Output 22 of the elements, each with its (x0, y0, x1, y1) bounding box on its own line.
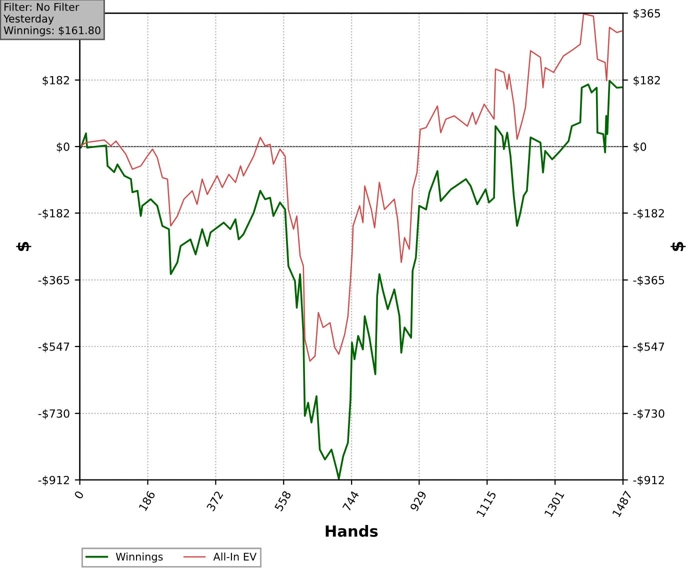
x-axis-title: Hands (326, 525, 378, 537)
y2-tick-label: -$182 (633, 208, 664, 219)
legend-label: All-In EV (213, 552, 257, 560)
y-tick-label: $0 (56, 142, 70, 152)
y2-tick-label: $182 (634, 76, 660, 86)
y-tick-label: -$912 (38, 476, 69, 486)
y2-tick-label: -$365 (633, 276, 664, 286)
legend-label: Winnings (116, 552, 163, 563)
y-tick-label: -$730 (38, 409, 70, 420)
y2-tick-label: -$730 (633, 409, 664, 420)
x-tick-label: 0 (74, 490, 84, 500)
y2-tick-label: -$912 (633, 476, 664, 486)
y2-tick-label: $0 (634, 142, 646, 152)
y-tick-label: -$365 (38, 276, 70, 286)
y2-axis-title: $ (670, 242, 686, 252)
y-tick-label: -$182 (38, 208, 69, 219)
y-axis-title: $ (16, 242, 32, 252)
y-tick-label: $182 (42, 76, 69, 86)
y-tick-label: -$547 (38, 342, 70, 352)
y2-tick-label: $365 (634, 8, 660, 20)
y2-tick-label: -$547 (633, 342, 664, 352)
annotation: Filter: No Filter Yesterday Winnings: $161.80 (3, 2, 100, 36)
